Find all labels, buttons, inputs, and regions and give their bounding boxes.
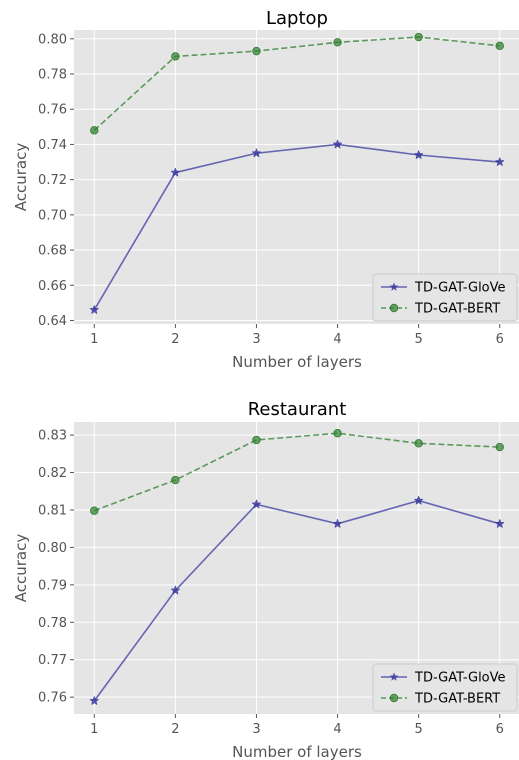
restaurant-x-axis-label: Number of layers: [232, 743, 362, 760]
laptop-data-point: [171, 52, 180, 61]
restaurant-data-point: [251, 499, 262, 509]
laptop-ytick-label: 0.76: [38, 103, 67, 118]
restaurant-xtick-label: 6: [496, 722, 504, 737]
restaurant-ytick-label: 0.79: [38, 578, 67, 593]
restaurant-legend-label: TD-GAT-GloVe: [414, 671, 506, 686]
restaurant-series-td-gat-bert: [90, 429, 504, 515]
laptop-legend: TD-GAT-GloVe TD-GAT-BERT: [372, 273, 518, 322]
restaurant-ytick-label: 0.76: [38, 691, 67, 706]
laptop-data-point: [332, 139, 343, 149]
laptop-data-point: [413, 149, 424, 160]
restaurant-xtick-label: 2: [171, 722, 179, 737]
restaurant-data-point: [495, 442, 504, 452]
laptop-ytick-label: 0.66: [38, 279, 67, 294]
restaurant-data-point: [414, 439, 423, 448]
laptop-ytick-label: 0.74: [38, 138, 67, 153]
restaurant-legend-box: [372, 663, 518, 712]
laptop-ytick-label: 0.64: [38, 314, 67, 329]
laptop-legend-label: TD-GAT-GloVe: [414, 281, 506, 296]
restaurant-legend: TD-GAT-GloVe TD-GAT-BERT: [372, 663, 518, 712]
laptop-xtick-label: 4: [333, 332, 341, 347]
restaurant-series-line: [93, 432, 500, 512]
laptop-data-point: [494, 156, 505, 167]
laptop-xtick-label: 1: [90, 332, 98, 347]
restaurant-data-point: [494, 518, 505, 529]
laptop-xtick-label: 5: [414, 332, 422, 347]
laptop-data-point: [251, 147, 262, 158]
laptop-ytick-label: 0.68: [38, 244, 67, 259]
restaurant-xtick-label: 4: [333, 722, 341, 737]
laptop-data-point: [414, 32, 423, 42]
restaurant-chart-title: Restaurant: [248, 399, 347, 420]
restaurant-legend-marker: [389, 693, 399, 703]
laptop-data-point: [252, 46, 261, 56]
laptop-series-line: [93, 143, 500, 311]
laptop-ytick-label: 0.78: [38, 68, 67, 83]
restaurant-xtick-label: 3: [252, 722, 260, 737]
laptop-data-point: [170, 167, 181, 177]
laptop-series-td-gat-bert: [90, 32, 504, 135]
restaurant-data-point: [90, 506, 99, 515]
restaurant-series-td-gat-glove: [89, 495, 505, 706]
laptop-legend-marker: [389, 282, 399, 291]
restaurant-ytick-label: 0.80: [38, 541, 67, 556]
laptop-ytick-label: 0.72: [38, 173, 67, 188]
laptop-ytick-label: 0.70: [38, 208, 67, 223]
laptop-xtick-label: 2: [171, 332, 179, 347]
restaurant-chart: 0.76 0.77 0.78 0.79 0.80 0.81 0.82 0.83 1 2 3 4 5 6 Re…: [12, 399, 519, 760]
restaurant-series-line: [93, 499, 500, 702]
laptop-data-point: [495, 41, 504, 51]
restaurant-data-point: [89, 695, 100, 706]
laptop-legend-marker: [389, 303, 399, 313]
laptop-ytick-label: 0.80: [38, 32, 67, 47]
restaurant-ytick-label: 0.78: [38, 616, 67, 631]
restaurant-legend-label: TD-GAT-BERT: [414, 692, 500, 707]
restaurant-xtick-label: 1: [90, 722, 98, 737]
laptop-legend-box: [372, 273, 518, 322]
restaurant-y-axis-label: Accuracy: [12, 534, 30, 603]
laptop-data-point: [333, 38, 342, 47]
laptop-series-td-gat-glove: [89, 139, 505, 315]
restaurant-legend-marker: [389, 672, 399, 681]
restaurant-xtick-label: 5: [414, 722, 422, 737]
restaurant-data-point: [413, 495, 424, 505]
restaurant-data-point: [171, 475, 180, 485]
restaurant-data-point: [333, 429, 342, 438]
restaurant-ytick-label: 0.82: [38, 466, 67, 481]
laptop-data-point: [90, 126, 99, 135]
laptop-chart-title: Laptop: [266, 8, 328, 29]
laptop-xtick-label: 6: [496, 332, 504, 347]
laptop-y-axis-label: Accuracy: [12, 143, 30, 212]
laptop-data-point: [89, 304, 100, 315]
laptop-xtick-label: 3: [252, 332, 260, 347]
restaurant-ytick-label: 0.83: [38, 429, 67, 444]
restaurant-ytick-label: 0.77: [38, 653, 67, 668]
restaurant-data-point: [170, 585, 181, 595]
laptop-chart: 0.64 0.66 0.68 0.70 0.72 0.74 0.76 0.78 0.80 1 2 3 4…: [12, 8, 519, 371]
restaurant-data-point: [332, 518, 343, 529]
laptop-x-axis-label: Number of layers: [232, 353, 362, 371]
restaurant-ytick-label: 0.81: [38, 503, 67, 518]
laptop-series-line: [93, 36, 500, 131]
restaurant-data-point: [252, 435, 261, 445]
laptop-legend-label: TD-GAT-BERT: [414, 302, 500, 317]
